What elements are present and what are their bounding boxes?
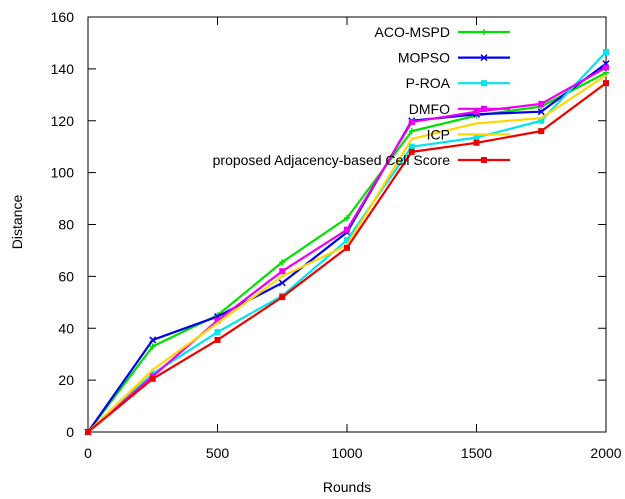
data-point [603, 64, 609, 71]
data-point [473, 108, 480, 115]
data-point [214, 336, 221, 343]
data-point [537, 108, 545, 116]
legend: ACO-MSPD MOPSO P-ROA DMFO ICP proposed Adjace… [213, 24, 510, 168]
legend-marker [480, 54, 488, 62]
y-tick-label: 140 [51, 61, 75, 77]
y-tick-label: 100 [51, 165, 75, 181]
data-point [408, 143, 415, 150]
data-point [408, 148, 415, 155]
legend-label: ACO-MSPD [375, 24, 450, 40]
data-point [603, 69, 609, 76]
legend-label: ICP [427, 126, 450, 142]
x-tick-label: 1500 [461, 445, 492, 461]
y-tick-label: 0 [66, 424, 74, 440]
series-group [84, 49, 610, 436]
series-line-1 [87, 71, 607, 433]
series-line-5 [87, 74, 607, 433]
data-point [344, 244, 350, 251]
series-line-6 [87, 82, 607, 433]
data-point [279, 294, 286, 301]
y-tick-label: 20 [58, 372, 74, 388]
x-tick-label: 500 [206, 445, 230, 461]
data-point [214, 329, 221, 336]
plot-frame-group [87, 16, 607, 433]
x-tick-label: 1000 [331, 445, 362, 461]
x-tick-label: 2000 [590, 445, 621, 461]
data-point [279, 259, 286, 266]
data-point [538, 117, 545, 124]
data-point [473, 134, 480, 141]
data-point [344, 226, 350, 233]
x-tick-label: 0 [84, 445, 92, 461]
y-tick-label: 80 [58, 217, 74, 233]
y-tick-label: 60 [58, 268, 74, 284]
x-axis-label: Rounds [323, 479, 371, 495]
data-point [214, 317, 221, 324]
tick-group: 0 500 1000 1500 2000 0 20 40 60 80 100 120 140 160 [51, 9, 622, 461]
data-point [538, 100, 545, 107]
data-point [344, 237, 350, 244]
legend-label: P-ROA [406, 75, 451, 91]
legend-marker [481, 105, 487, 112]
data-point [85, 429, 91, 435]
data-point [408, 128, 415, 135]
data-point [473, 139, 480, 146]
data-point [278, 279, 286, 287]
data-point [344, 215, 350, 222]
data-point [603, 49, 609, 56]
legend-marker [481, 29, 487, 35]
legend-label: MOPSO [398, 50, 450, 66]
data-point [149, 375, 156, 382]
legend-label: DMFO [409, 101, 450, 117]
data-point [408, 119, 415, 126]
legend-marker [481, 80, 487, 87]
data-point [538, 128, 545, 135]
y-tick-label: 120 [51, 113, 75, 129]
y-tick-label: 40 [58, 320, 74, 336]
y-tick-label: 160 [51, 9, 75, 25]
legend-marker [481, 157, 487, 163]
legend-label: proposed Adjacency-based Cell Score [213, 152, 451, 168]
data-point [149, 343, 156, 350]
data-point [279, 268, 286, 275]
data-point [603, 80, 609, 87]
plot-frame [87, 16, 607, 433]
y-axis-label: Distance [9, 195, 25, 250]
data-point [149, 336, 157, 344]
